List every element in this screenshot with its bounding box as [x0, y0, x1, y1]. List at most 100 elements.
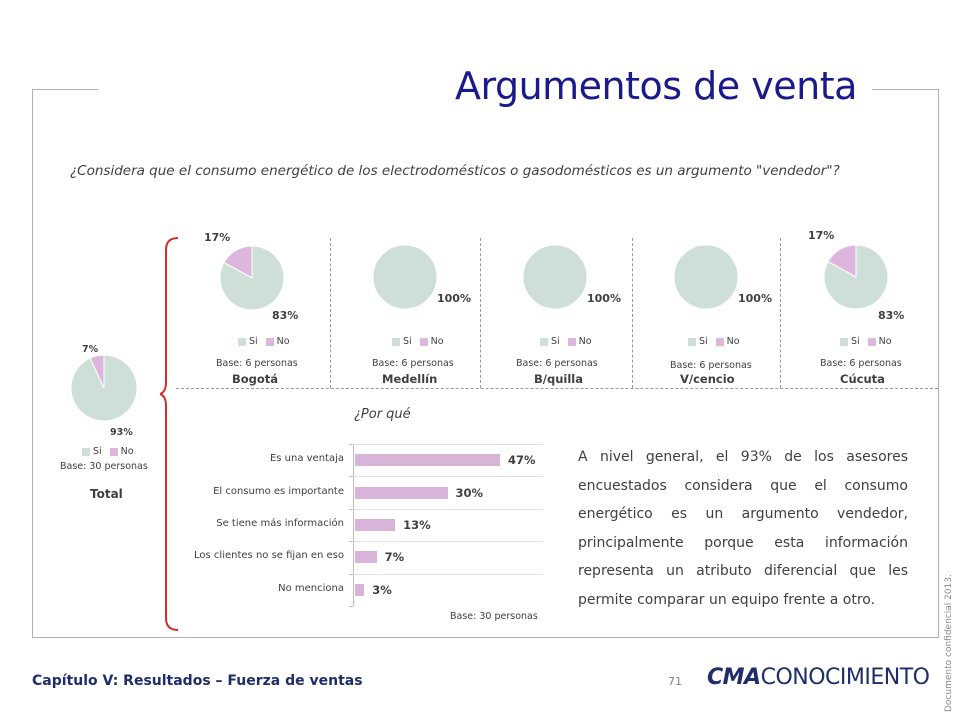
pie-bogota	[219, 245, 285, 311]
pie-slice-si	[70, 354, 138, 422]
legend-label-si: Si	[93, 446, 102, 457]
legend-label-si: Si	[699, 336, 708, 347]
bar-value-label: 7%	[384, 550, 405, 565]
logo-rest: CONOCIMIENTO	[760, 665, 930, 690]
legend-label-no: No	[878, 336, 892, 347]
pie-title: Total	[90, 487, 123, 501]
legend-label-no: No	[276, 336, 290, 347]
pie-slice-si	[219, 245, 285, 311]
legend-label-no: No	[430, 336, 444, 347]
pie-slice-si	[372, 244, 438, 310]
legend-swatch-si	[392, 337, 400, 346]
pie-title: Cúcuta	[840, 372, 885, 386]
survey-question: ¿Considera que el consumo energético de …	[70, 163, 840, 179]
bar-chart-base: Base: 30 personas	[450, 611, 538, 622]
bar	[355, 551, 377, 564]
bar-category-label: Los clientes no se fijan en eso	[194, 550, 344, 562]
bar-value-label: 3%	[372, 582, 392, 597]
confidential-note: Documento confidencial 2013.	[944, 574, 954, 712]
legend-swatch-no	[715, 337, 724, 346]
red-bracket	[160, 237, 179, 631]
pie-label-si: 100%	[437, 292, 471, 305]
pie-legend: Si No	[688, 336, 740, 347]
bar	[355, 486, 448, 499]
frame-bottom	[32, 637, 939, 638]
bar-tick	[349, 573, 353, 575]
legend-swatch-no	[109, 447, 118, 456]
legend-swatch-no	[867, 337, 876, 346]
separator-2	[480, 238, 481, 388]
legend-label-no: No	[726, 336, 740, 347]
bar-gridline	[353, 476, 543, 478]
pie-label-no: 17%	[204, 231, 231, 244]
pie-legend: Si No	[392, 336, 444, 347]
pie-label-si: 83%	[878, 309, 905, 322]
pie-panel-medellin: 100% Si No Base: 6 personas Medellín	[330, 222, 480, 390]
pie-medellin	[372, 244, 438, 310]
bar-tick	[349, 541, 353, 543]
pie-base: Base: 6 personas	[820, 358, 902, 369]
pie-slice-si	[522, 244, 588, 310]
pie-panel-bogota: 17% 83% Si No Base: 6 personas Bogotá	[180, 222, 330, 390]
bar-tick	[349, 508, 353, 510]
legend-swatch-si	[688, 337, 696, 346]
legend-swatch-si	[840, 337, 848, 346]
bar-value-label: 30%	[455, 485, 484, 500]
bar-category-label: No menciona	[278, 582, 344, 594]
pie-label-si: 83%	[272, 309, 299, 322]
bar	[355, 583, 365, 596]
bar-category-label: Se tiene más información	[216, 518, 344, 529]
pie-title: V/cencio	[680, 372, 735, 386]
pie-base: Base: 6 personas	[670, 360, 752, 371]
frame-top-right	[872, 89, 938, 90]
pie-title: B/quilla	[534, 372, 583, 386]
pie-slice-si	[823, 244, 889, 310]
separator-1	[330, 238, 331, 388]
legend-label-si: Si	[403, 336, 412, 347]
pie-panel-total: 7% 93% Si No Base: 30 personas Total	[60, 340, 210, 508]
footer-chapter: Capítulo V: Resultados – Fuerza de venta…	[32, 673, 363, 689]
bar-gridline	[353, 508, 543, 510]
pie-title: Bogotá	[232, 372, 279, 386]
separator-horizontal	[176, 388, 938, 389]
bar-value-label: 47%	[508, 453, 536, 468]
legend-swatch-no	[419, 337, 428, 346]
pie-base: Base: 6 personas	[216, 358, 298, 369]
pie-title: Medellín	[382, 372, 438, 386]
pie-panel-cucuta: 17% 83% Si No Base: 6 personas Cúcuta	[780, 222, 930, 390]
bar-tick	[349, 476, 353, 478]
pie-legend: Si No	[840, 336, 892, 347]
bar-tick	[349, 606, 353, 607]
summary-text: A nivel general, el 93% de los asesores …	[578, 449, 908, 608]
bar-gridline	[353, 541, 543, 543]
frame-right	[938, 89, 939, 637]
pie-panel-barranquilla: 100% Si No Base: 6 personas B/quilla	[480, 222, 630, 390]
pie-total	[70, 354, 138, 422]
pie-label-si: 100%	[738, 292, 772, 305]
pie-base: Base: 6 personas	[516, 358, 598, 369]
pie-base: Base: 30 personas	[60, 461, 148, 472]
bar-category-label: El consumo es importante	[213, 485, 344, 497]
legend-label-si: Si	[851, 336, 860, 347]
pie-base: Base: 6 personas	[372, 358, 454, 369]
bar-gridline	[353, 573, 543, 575]
pie-villavicencio	[673, 244, 739, 310]
logo-bold: CMA	[707, 665, 761, 690]
legend-swatch-si	[540, 337, 548, 346]
pie-label-no: 7%	[82, 344, 99, 355]
legend-label-si: Si	[551, 336, 560, 347]
pie-legend: Si No	[540, 336, 592, 347]
page-number: 71	[668, 675, 682, 688]
bar-gridline	[353, 444, 543, 445]
bar-tick	[349, 444, 353, 445]
bar-axis	[353, 444, 354, 606]
pie-legend: Si No	[238, 336, 290, 347]
bar	[355, 519, 396, 531]
page-title: Argumentos de venta	[455, 64, 857, 108]
legend-swatch-si	[238, 337, 246, 346]
legend-swatch-no	[567, 337, 576, 346]
pie-legend: Si No	[82, 446, 134, 457]
bar-chart-title: ¿Por qué	[354, 407, 411, 422]
frame-left	[32, 89, 33, 637]
pie-label-si: 93%	[110, 427, 133, 438]
